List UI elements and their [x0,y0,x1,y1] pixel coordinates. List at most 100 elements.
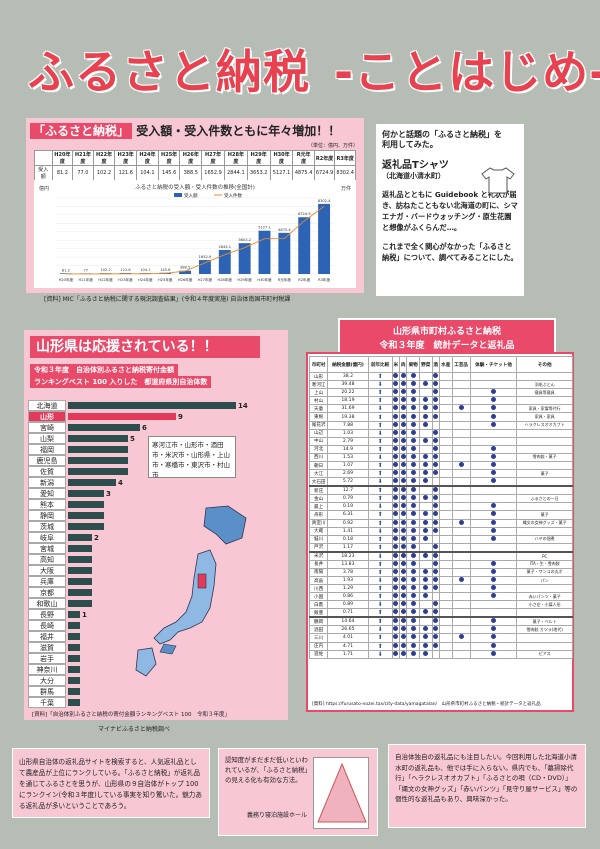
trend-cell: ⬇ [367,551,393,561]
tick-label: H26年度 [178,277,193,282]
category-cell [431,428,440,438]
category-cell [391,444,401,454]
category-cell [391,420,401,430]
intro-closing: これまで全く関心がなかった「ふるさと納税」について、調べてみることにした。 [382,242,518,262]
municipality-name: 西川 [308,452,329,463]
category-cell [406,559,420,569]
dot-marker [433,520,439,525]
table-cell: 8302.4 [334,165,356,181]
category-cell [406,404,420,414]
dot-marker [423,495,429,501]
prefecture-bar [68,655,80,662]
municipality-name: 庄内 [308,641,329,651]
other-gift [516,371,573,382]
prefecture-label: 茨城 [28,521,66,532]
category-cell [451,502,471,512]
prefecture-row: 高知 [28,554,92,565]
other-gift [516,526,573,536]
dot-marker [393,593,399,599]
trend-cell: ⬆ [367,420,393,430]
yamagata-source2: マイナビふるさと納税調べ [98,726,170,733]
category-cell [469,396,518,406]
trend-cell: ⬆ [367,388,393,398]
category-cell [398,371,408,382]
prefecture-label: 鹿児島 [28,455,66,466]
prefecture-bar [68,512,104,519]
dot-marker [410,462,416,468]
category-cell [391,592,401,602]
callout-box: 寒河江市・山形市・酒田市・米沢市・山形県・上山市・寒橋市・東沢市・村山市 [148,436,236,479]
trend-cell: ⬇ [367,452,393,463]
dot-marker [393,618,399,624]
municipality-name: 大石田 [308,477,329,487]
category-cell [406,608,420,618]
dot-marker [491,651,497,656]
prefecture-bar [68,600,92,607]
category-cell [418,592,433,602]
trend-arrow-icon: ⬆ [377,634,383,642]
dot-marker [410,569,416,574]
category-cell [431,584,440,594]
prefecture-bar [68,523,104,530]
trend-arrow-icon: ⬆ [377,495,383,503]
table-header-cell: H25年度 [157,150,181,166]
category-cell [406,412,420,422]
trend-arrow-icon: ⬆ [377,389,383,397]
category-cell [406,380,420,390]
dot-marker [393,651,399,656]
yamagata-header: 山形県は応援されている！！ [30,336,260,358]
dot-marker [393,626,399,632]
other-gift: 家具・家具 [516,412,573,422]
dot-marker [410,561,416,566]
donation-amount: 12.7 [327,485,369,496]
prefecture-bar [68,534,92,541]
category-cell [469,485,518,496]
dot-marker [423,585,429,591]
dot-marker [491,561,497,566]
trend-cell: ⬇ [367,477,393,487]
category-cell [418,616,433,627]
category-cell [418,436,433,446]
dot-marker [491,634,497,640]
donation-amount: 1.41 [327,526,369,536]
category-cell [438,502,453,512]
table-header-cell: H30年度 [269,150,294,166]
category-cell [451,592,471,602]
prefecture-label: 新潟 [28,477,66,488]
prefecture-label: 熊本 [28,499,66,510]
category-cell [431,616,440,627]
table-cell: 4875.4 [292,165,315,181]
tick-label: H23年度 [118,277,133,282]
dot-marker [393,405,399,411]
category-cell [431,388,440,398]
table-cell: 5127.1 [269,165,294,181]
data-label: 3653.2 [238,238,251,242]
trend-arrow-icon: ⬇ [377,405,383,413]
trend-cell: ⬆ [367,592,393,602]
dot-marker [393,552,399,558]
municipality-name: 三川 [308,633,329,643]
dot-marker [393,422,399,427]
prefecture-row: 岐阜 2 [28,532,99,543]
category-cell [438,633,453,643]
dot-marker [400,561,406,566]
donation-amount: 20.22 [327,388,369,398]
donation-amount: 0.86 [327,592,369,602]
category-cell [431,477,440,487]
tick-label: H22年度 [98,277,113,282]
prefecture-row: 山形 9 [28,411,183,422]
category-cell [398,584,408,594]
dot-marker [433,381,439,387]
bar [179,270,192,274]
category-cell [391,436,401,446]
category-cell [418,396,433,406]
category-cell [451,600,471,610]
category-cell [469,371,518,382]
category-cell [418,388,433,398]
table-row: 川西 1.29 ⬆ [308,584,573,594]
municipality-name: 真室川 [308,518,329,528]
dot-marker [423,552,429,558]
dot-marker [433,503,439,509]
category-cell [431,592,440,602]
bottom-left-text: 山形県自治体の返礼品サイトを検索すると、人気返礼品として農産品が上位にランクして… [19,758,202,810]
